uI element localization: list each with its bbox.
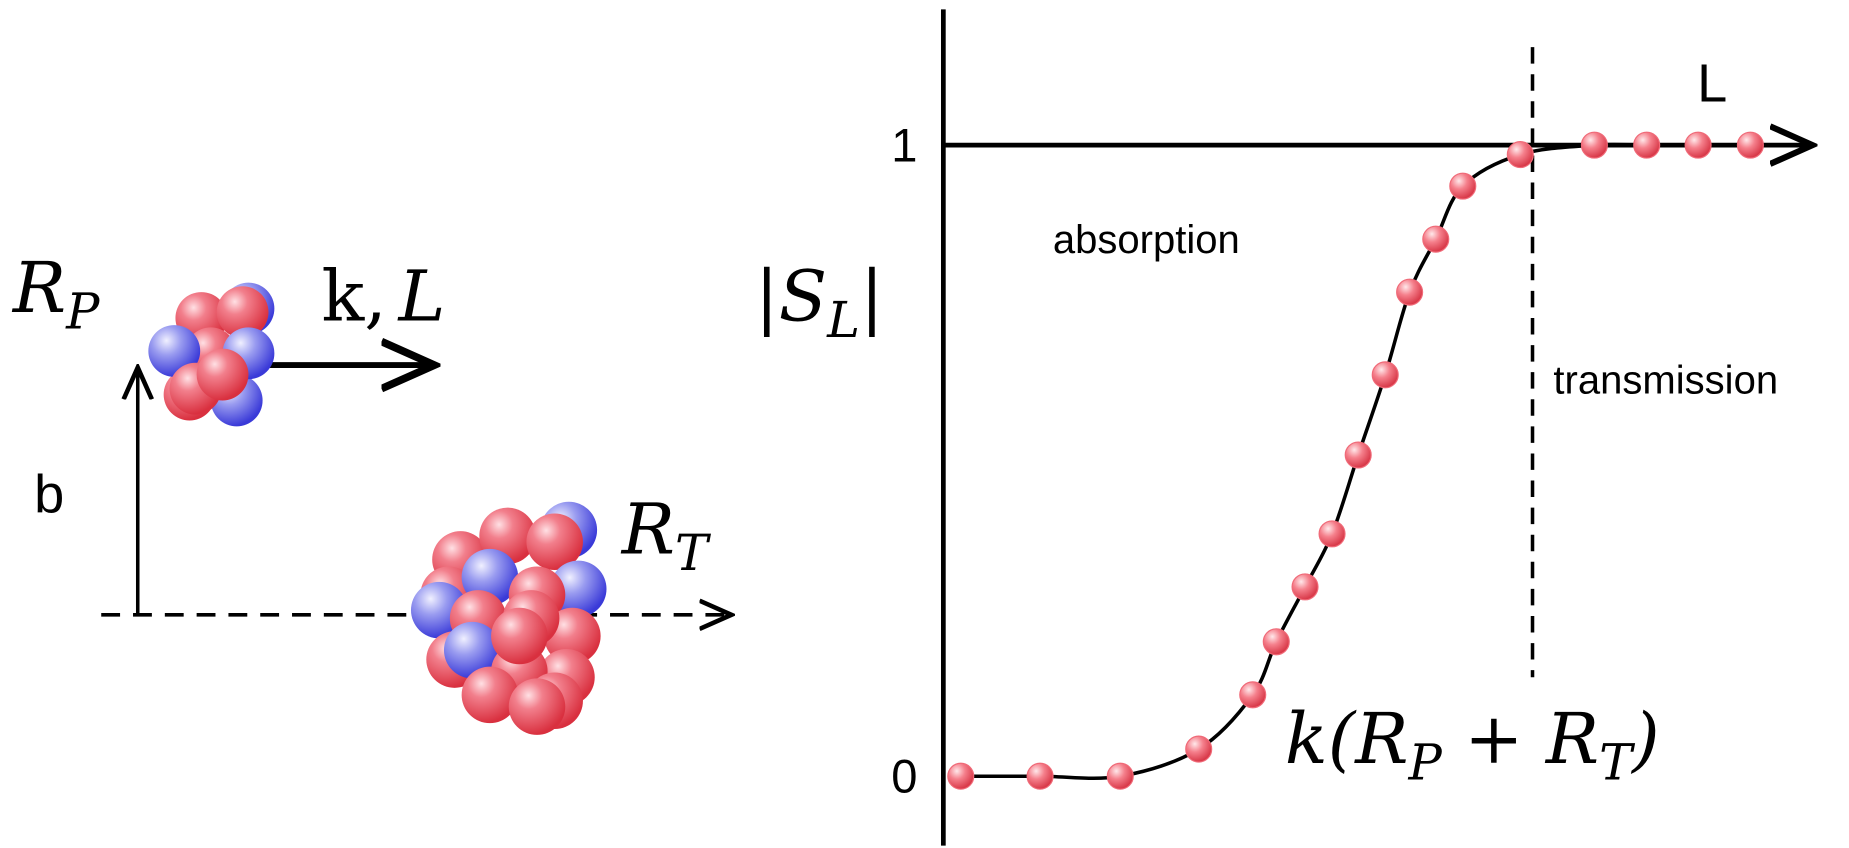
data-point [1422,225,1450,253]
label-l: L [397,254,446,337]
label-sub: T [675,524,711,582]
data-point [1633,131,1661,159]
data-point [1185,735,1213,763]
proton [461,666,519,724]
proton [196,348,249,401]
neutron [443,621,501,679]
data-point [1026,762,1054,790]
ann-part: ) [1630,697,1660,780]
data-point [1239,681,1267,709]
proton [508,678,566,735]
target-label: RT [620,488,711,582]
proton [216,286,269,339]
ann-part: + R [1442,697,1599,780]
region-label: transmission [1553,358,1778,402]
data-point [1318,520,1346,548]
chart: L |SL| absorption transmission k(RP + RT… [755,9,1813,846]
projectile-label: RP [11,246,100,340]
momentum-label: k, L [321,254,445,337]
annotation: k(RP + RT) [1285,697,1660,791]
data-point [1106,762,1134,790]
collision-sketch: RP k, L b RT [11,246,731,735]
neutron [148,325,201,377]
label-base: R [620,488,675,571]
region-label: absorption [1053,218,1240,262]
label-k: k, [321,254,386,337]
x-axis-label: L [1697,53,1727,113]
data-point [1396,278,1424,306]
data-point [1291,573,1319,601]
data-point [947,762,975,790]
projectile-nucleus [148,282,275,427]
ann-part: k(R [1285,697,1409,780]
data-point [1684,131,1712,159]
label-base: R [11,246,66,329]
label-sub: L [826,291,860,349]
data-point [1449,172,1477,200]
y-tick-label: 0 [891,750,917,803]
label-sub: P [65,283,100,341]
neutron [549,560,607,618]
label-end: | [860,254,884,337]
data-point [1506,141,1534,169]
y-axis-label: |SL| [755,254,884,348]
data-point [1344,441,1372,469]
impact-label: b [34,464,64,524]
y-tick-label: 1 [891,119,917,172]
data-point [1580,131,1608,159]
proton [491,607,548,665]
target-nucleus [410,501,607,735]
proton [526,513,583,571]
data-point [1736,131,1764,159]
ann-sub: P [1407,734,1442,792]
ann-sub: T [1599,734,1635,792]
data-point [1262,628,1290,656]
data-point [1371,361,1399,389]
label-base: |S [755,254,827,337]
